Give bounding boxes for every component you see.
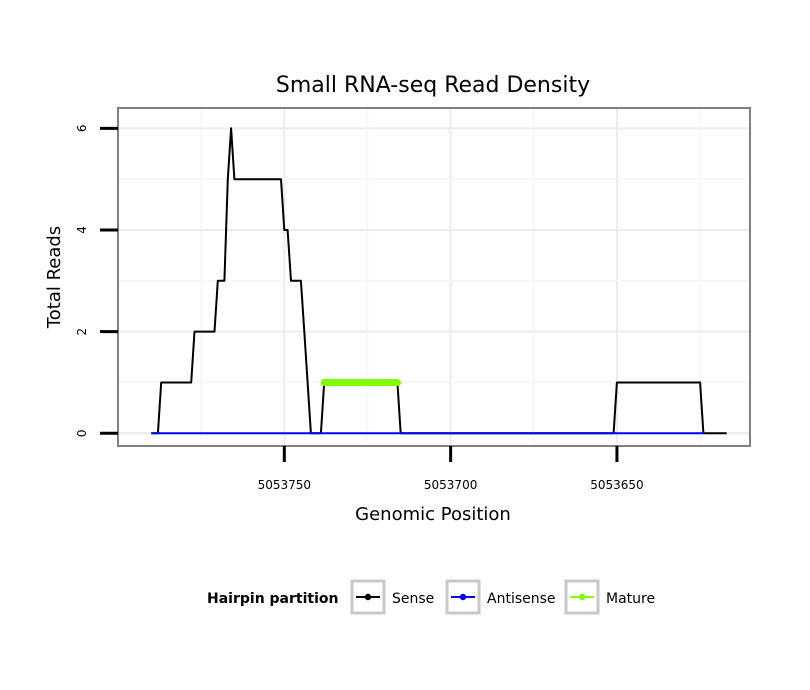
plot-border bbox=[117, 107, 751, 447]
gridlines bbox=[118, 108, 750, 446]
y-tick-label: 2 bbox=[75, 328, 89, 336]
series-layer bbox=[151, 127, 727, 435]
legend-key-point bbox=[459, 593, 467, 601]
y-tick-label: 0 bbox=[75, 429, 89, 437]
legend-label: Sense bbox=[392, 591, 434, 607]
legend-item-mature: Mature bbox=[564, 579, 655, 615]
y-axis: 0 2 4 6 bbox=[75, 125, 118, 437]
legend-items: Sense Antisense Mature bbox=[350, 579, 655, 615]
y-tick-label: 6 bbox=[75, 125, 89, 133]
legend-label: Antisense bbox=[487, 591, 556, 607]
legend-key-point bbox=[578, 593, 586, 601]
legend-key-point bbox=[364, 593, 372, 601]
x-axis-title: Genomic Position bbox=[355, 504, 511, 525]
legend-title: Hairpin partition bbox=[207, 591, 338, 607]
chart-title: Small RNA-seq Read Density bbox=[276, 73, 590, 98]
x-axis: 5053750 5053700 5053650 bbox=[258, 446, 644, 492]
x-tick-label: 5053750 bbox=[258, 478, 311, 492]
y-tick-label: 4 bbox=[75, 226, 89, 234]
plot-background bbox=[118, 108, 750, 446]
x-tick-label: 5053700 bbox=[424, 478, 477, 492]
y-axis-title: Total Reads bbox=[44, 226, 65, 329]
legend-item-sense: Sense bbox=[350, 579, 434, 615]
plot-panel bbox=[117, 107, 751, 447]
legend: Hairpin partition Sense Antisense Mature bbox=[207, 579, 655, 615]
legend-label: Mature bbox=[606, 591, 655, 607]
x-tick-label: 5053650 bbox=[590, 478, 643, 492]
legend-item-antisense: Antisense bbox=[445, 579, 556, 615]
